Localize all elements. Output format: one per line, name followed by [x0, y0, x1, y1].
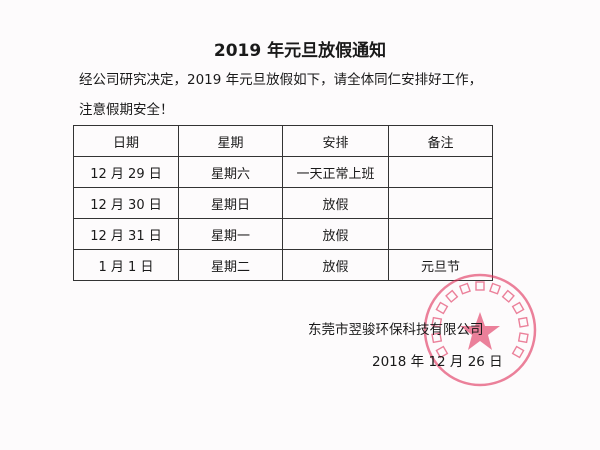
cell: 一天正常上班 [282, 156, 389, 188]
seal-glyph-mark [445, 289, 459, 303]
cell [388, 156, 493, 188]
table-row: 12 月 31 日 星期一 放假 [73, 218, 493, 250]
issue-date: 2018 年 12 月 26 日 [372, 354, 503, 370]
seal-glyph-mark [511, 301, 525, 315]
cell: 12 月 31 日 [73, 218, 179, 250]
seal-glyph-mark [435, 345, 449, 359]
seal-glyph-mark [517, 332, 529, 344]
holiday-schedule-table: 日期 星期 安排 备注 12 月 29 日 星期六 一天正常上班 12 月 30… [73, 125, 493, 281]
table-row: 12 月 30 日 星期日 放假 [73, 187, 493, 219]
cell: 元旦节 [388, 249, 493, 281]
seal-lettering [431, 281, 529, 359]
company-seal [423, 273, 537, 387]
seal-glyph-mark [489, 282, 502, 295]
header-arrangement: 安排 [282, 125, 389, 157]
intro-line-2: 注意假期安全！ [79, 102, 174, 118]
cell: 放假 [282, 218, 389, 250]
seal-glyph-mark [511, 345, 525, 359]
cell: 星期一 [178, 218, 283, 250]
seal-glyph-mark [435, 301, 449, 315]
seal-glyph-mark [458, 282, 471, 295]
header-date: 日期 [73, 125, 179, 157]
document-title: 2019 年元旦放假通知 [213, 41, 387, 61]
seal-glyph-mark [475, 281, 485, 291]
company-name: 东莞市翌骏环保科技有限公司 [308, 322, 484, 338]
table-header-row: 日期 星期 安排 备注 [73, 125, 493, 157]
header-remark: 备注 [388, 125, 493, 157]
cell [388, 218, 493, 250]
table-row: 1 月 1 日 星期二 放假 元旦节 [73, 249, 493, 281]
cell [388, 187, 493, 219]
seal-glyph-mark [431, 332, 443, 344]
cell: 放假 [282, 249, 389, 281]
cell: 星期日 [178, 187, 283, 219]
cell: 12 月 29 日 [73, 156, 179, 188]
header-weekday: 星期 [178, 125, 283, 157]
cell: 放假 [282, 187, 389, 219]
seal-glyph-mark [501, 289, 515, 303]
seal-glyph-mark [431, 316, 443, 328]
cell: 星期六 [178, 156, 283, 188]
seal-glyph-mark [517, 316, 529, 328]
intro-line-1: 经公司研究决定，2019 年元旦放假如下，请全体同仁安排好工作， [79, 72, 483, 88]
cell: 星期二 [178, 249, 283, 281]
cell: 1 月 1 日 [73, 249, 179, 281]
table-row: 12 月 29 日 星期六 一天正常上班 [73, 156, 493, 188]
cell: 12 月 30 日 [73, 187, 179, 219]
